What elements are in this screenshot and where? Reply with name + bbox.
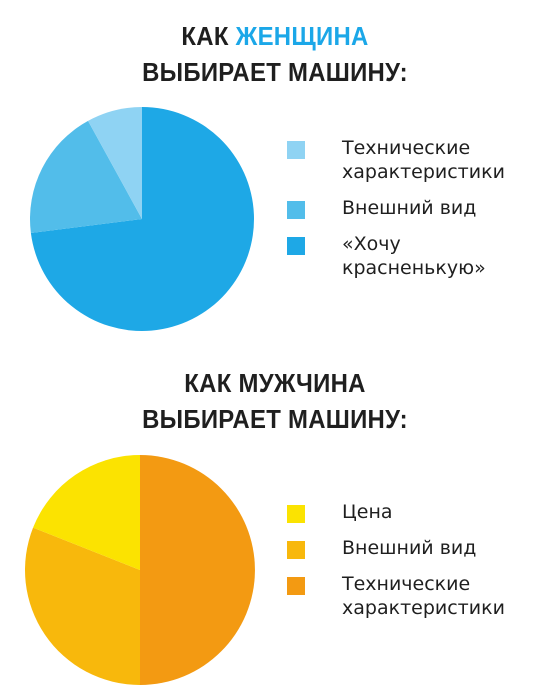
women-legend-swatch xyxy=(287,201,305,219)
women-legend-item: Внешний вид xyxy=(287,196,532,220)
men-legend-swatch xyxy=(287,577,305,595)
men-pie-slice-2 xyxy=(33,455,140,570)
men-chart-title: КАК МУЖЧИНА ВЫБИРАЕТ МАШИНУ: xyxy=(22,365,528,437)
women-title-line2: ВЫБИРАЕТ МАШИНУ: xyxy=(142,57,408,87)
men-pie-slice-1 xyxy=(25,527,140,685)
women-chart-title: КАК ЖЕНЩИНА ВЫБИРАЕТ МАШИНУ: xyxy=(22,18,528,90)
men-legend: Цена Внешний вид Технические характеристик… xyxy=(287,500,532,632)
men-legend-label: Технические характеристики xyxy=(342,573,505,619)
men-legend-label: Внешний вид xyxy=(342,537,477,559)
men-legend-swatch xyxy=(287,505,305,523)
women-pie-chart xyxy=(30,107,255,331)
women-legend: Технические характеристики Внешний вид «Хо… xyxy=(287,136,532,292)
men-pie-slice-0 xyxy=(140,455,255,685)
women-pie-slice-2 xyxy=(88,107,142,219)
men-legend-item: Внешний вид xyxy=(287,536,532,560)
women-title-line1: КАК ЖЕНЩИНА xyxy=(22,18,528,54)
men-pie-chart xyxy=(25,455,255,685)
women-legend-item: «Хочу красненькую» xyxy=(287,232,532,280)
women-legend-swatch xyxy=(287,237,305,255)
men-title-line2: ВЫБИРАЕТ МАШИНУ: xyxy=(142,404,408,434)
women-legend-label: Внешний вид xyxy=(342,197,477,219)
women-title-accent: ЖЕНЩИНА xyxy=(235,21,369,51)
women-legend-label: «Хочу красненькую» xyxy=(342,233,486,279)
men-legend-item: Технические характеристики xyxy=(287,572,532,620)
men-legend-swatch xyxy=(287,541,305,559)
women-legend-swatch xyxy=(287,141,305,159)
women-chart-panel: КАК ЖЕНЩИНА ВЫБИРАЕТ МАШИНУ: Технические… xyxy=(22,18,532,331)
women-pie-slice-1 xyxy=(30,120,142,234)
women-legend-label: Технические характеристики xyxy=(342,137,505,183)
women-legend-item: Технические характеристики xyxy=(287,136,532,184)
men-legend-item: Цена xyxy=(287,500,532,524)
men-title-line1: КАК МУЖЧИНА xyxy=(184,368,366,398)
women-title-prefix: КАК xyxy=(181,21,236,51)
women-pie-slice-0 xyxy=(30,107,255,331)
men-chart-panel: КАК МУЖЧИНА ВЫБИРАЕТ МАШИНУ: Цена Внешний… xyxy=(0,355,550,690)
men-legend-label: Цена xyxy=(342,501,393,523)
